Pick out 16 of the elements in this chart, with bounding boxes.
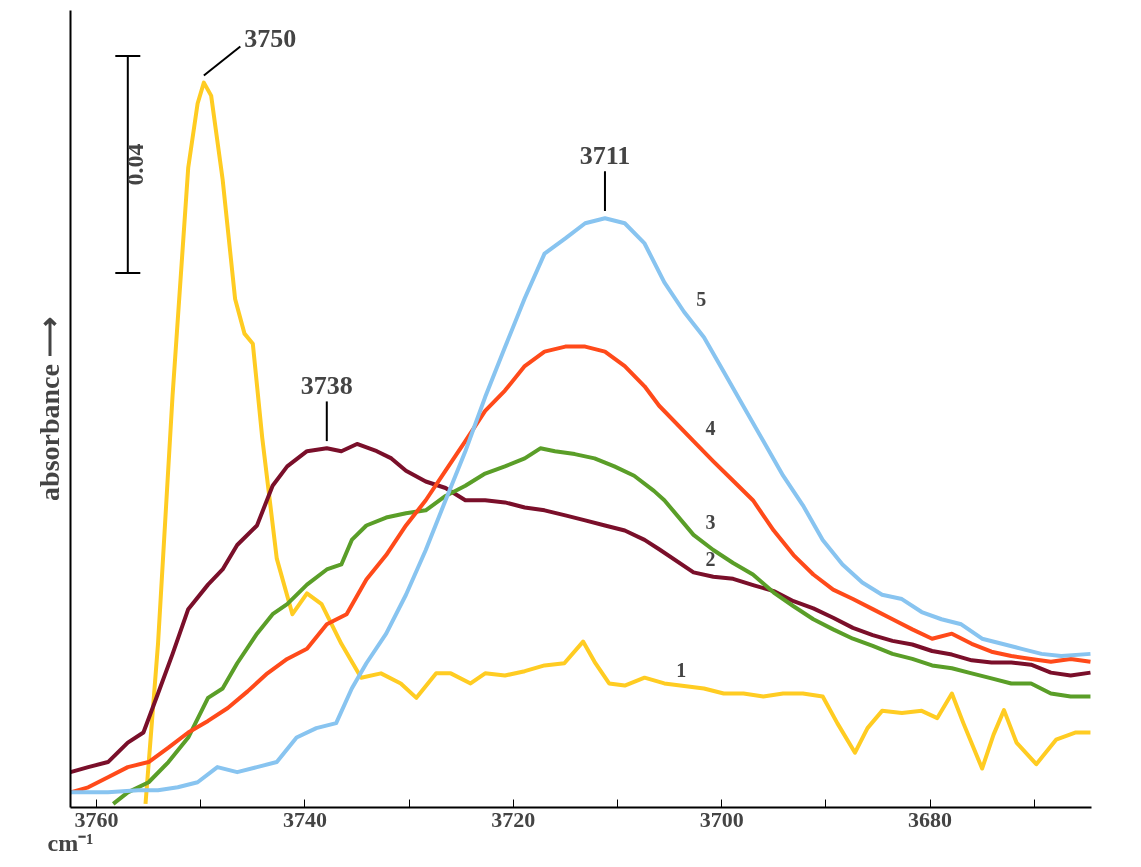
series-label: 4 <box>705 417 716 440</box>
y-axis-title: absorbance ⟶ <box>33 317 65 501</box>
x-tick-label: 3740 <box>282 806 327 832</box>
annotation: 3750 <box>244 23 297 53</box>
series-label: 5 <box>696 287 707 310</box>
annotation: 0.04 <box>122 143 149 186</box>
series-label: 3 <box>705 510 716 533</box>
annotation: 3711 <box>579 141 631 171</box>
annotation: 3738 <box>300 371 353 401</box>
x-tick-label: 3720 <box>491 806 536 832</box>
x-tick-label: 3680 <box>908 806 953 832</box>
series-label: 1 <box>676 659 687 682</box>
x-tick-label: 3700 <box>699 806 744 832</box>
x-tick-label: 3760 <box>74 806 119 832</box>
x-axis-title: cm⁻¹ <box>47 829 94 856</box>
series-label: 2 <box>705 548 716 571</box>
